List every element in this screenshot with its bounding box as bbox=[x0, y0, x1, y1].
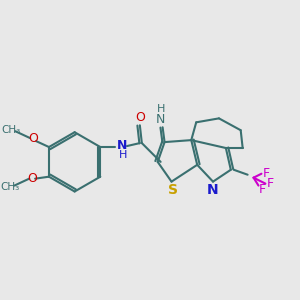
Text: CH₃: CH₃ bbox=[1, 182, 20, 192]
Text: O: O bbox=[135, 111, 145, 124]
Text: CH₃: CH₃ bbox=[2, 125, 21, 135]
Text: F: F bbox=[263, 167, 270, 180]
Text: O: O bbox=[28, 132, 38, 145]
Text: F: F bbox=[259, 183, 266, 196]
Text: F: F bbox=[267, 177, 274, 190]
Text: H: H bbox=[119, 150, 127, 160]
Text: N: N bbox=[117, 139, 127, 152]
Text: S: S bbox=[169, 182, 178, 197]
Text: N: N bbox=[156, 113, 165, 126]
Text: N: N bbox=[207, 182, 219, 197]
Text: O: O bbox=[27, 172, 37, 185]
Text: H: H bbox=[156, 104, 165, 115]
